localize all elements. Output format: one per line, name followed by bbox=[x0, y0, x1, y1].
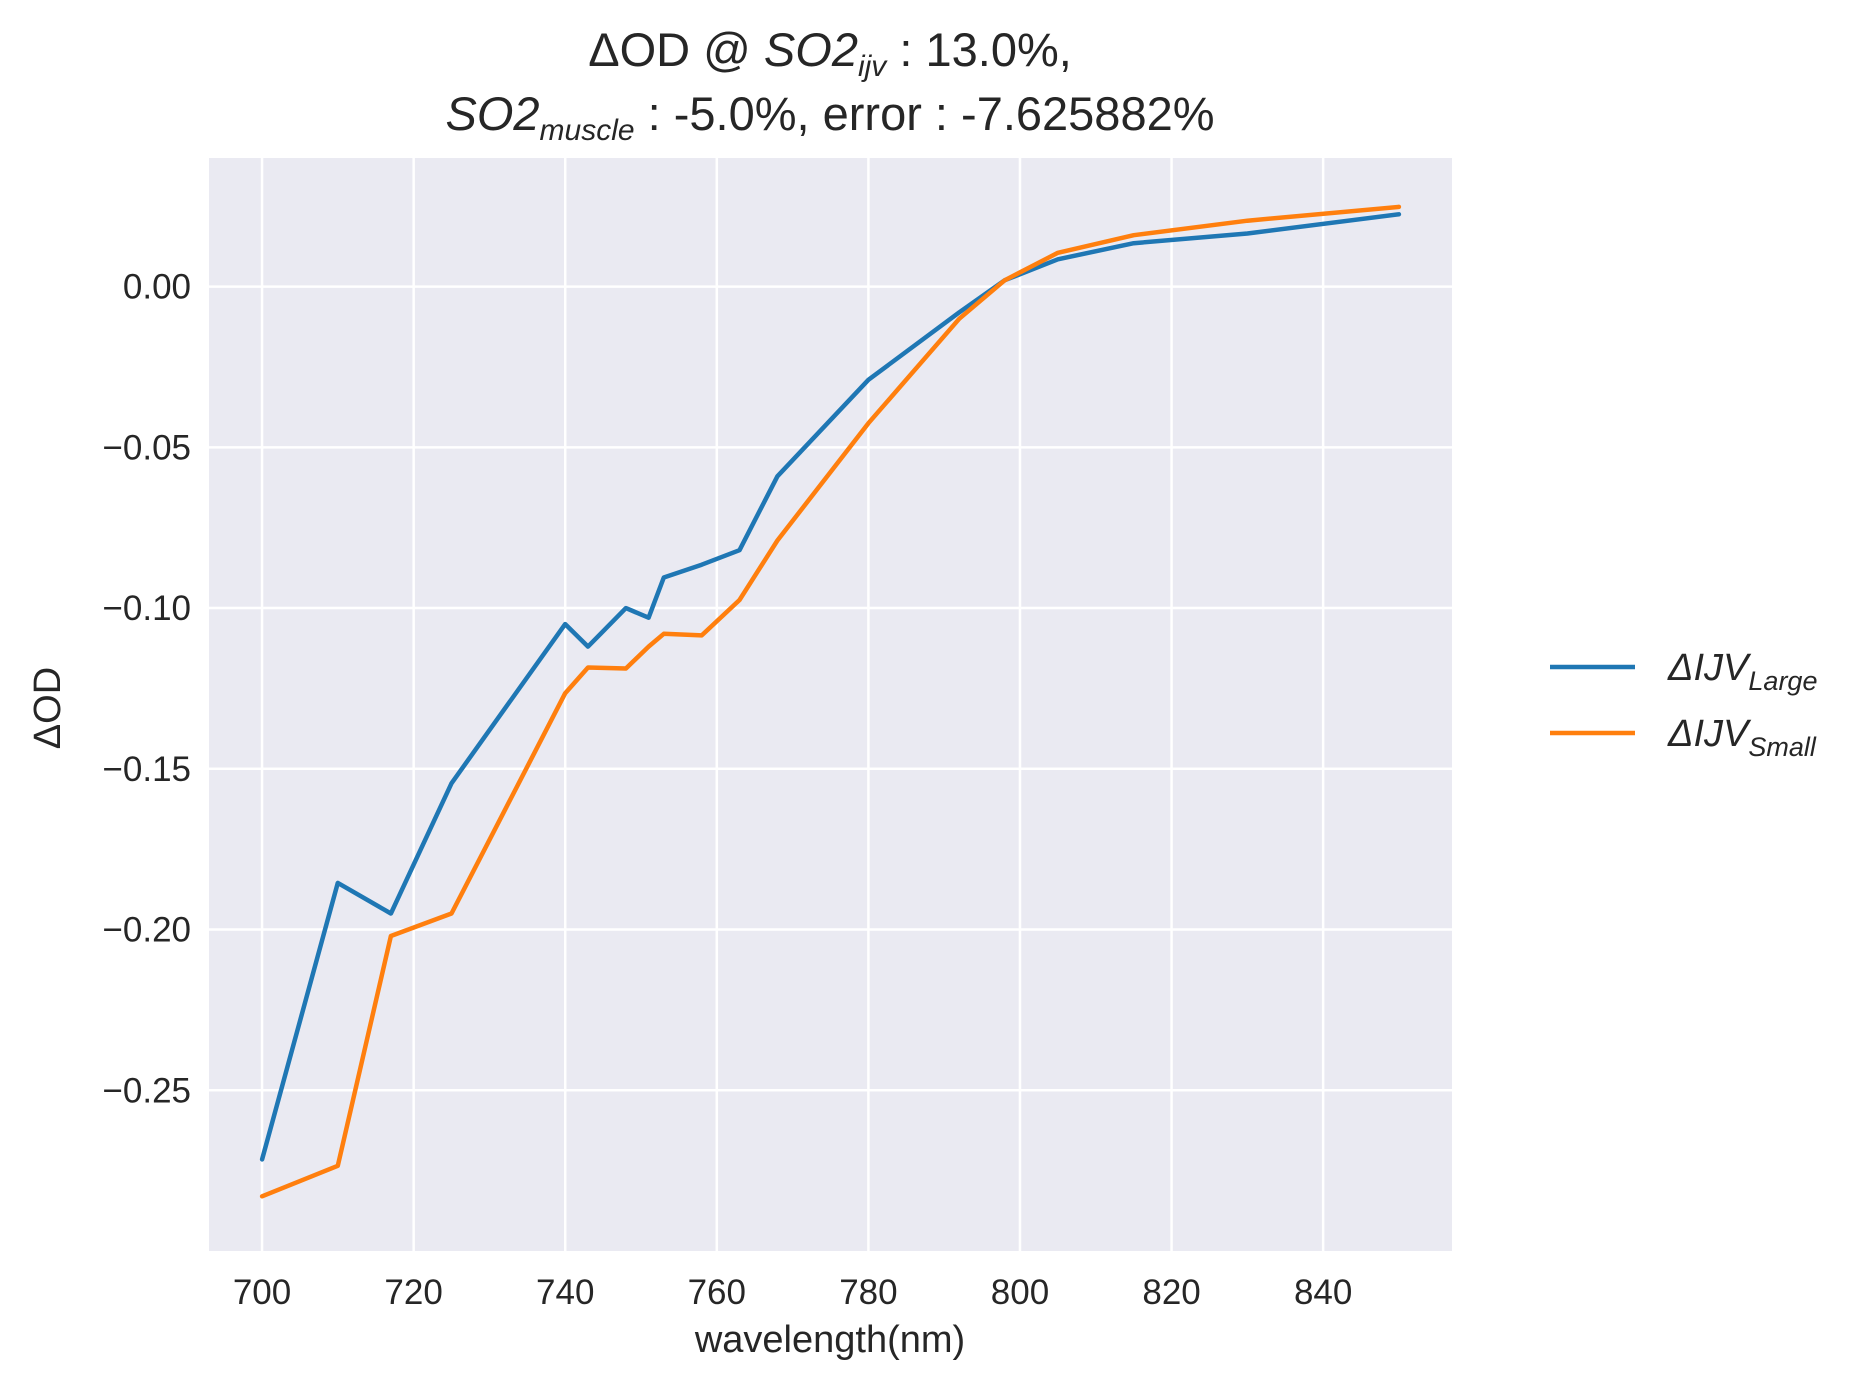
y-tick-label: −0.15 bbox=[102, 750, 191, 789]
series-layer bbox=[259, 204, 1402, 1199]
x-tick-label: 780 bbox=[839, 1273, 897, 1312]
legend-label-large: ΔIJVLarge bbox=[1667, 647, 1817, 696]
x-tick-label: 800 bbox=[991, 1273, 1049, 1312]
legend-label-small: ΔIJVSmall bbox=[1667, 713, 1817, 762]
series-line-small bbox=[259, 204, 1402, 1199]
y-tick-labels: 0.00 −0.05 −0.10 −0.15 −0.20 −0.25 bbox=[102, 268, 191, 1111]
y-gridlines bbox=[209, 285, 1452, 1092]
x-tick-label: 720 bbox=[384, 1273, 442, 1312]
chart-title-line1: ΔOD @ SO2ijv : 13.0%, bbox=[588, 23, 1072, 83]
y-tick-label: 0.00 bbox=[123, 268, 191, 307]
y-tick-label: −0.20 bbox=[102, 911, 191, 950]
x-tick-label: 820 bbox=[1142, 1273, 1200, 1312]
x-tick-label: 760 bbox=[688, 1273, 746, 1312]
y-axis-label: ΔOD bbox=[27, 667, 69, 749]
chart-title-line2: SO2muscle : -5.0%, error : -7.625882% bbox=[445, 87, 1214, 147]
legend: ΔIJVLarge ΔIJVSmall bbox=[1550, 647, 1817, 762]
x-tick-label: 840 bbox=[1294, 1273, 1352, 1312]
x-gridlines bbox=[260, 158, 1325, 1251]
plot-area bbox=[209, 158, 1452, 1251]
series-line-large bbox=[259, 212, 1402, 1162]
y-tick-label: −0.25 bbox=[102, 1071, 191, 1110]
y-tick-label: −0.10 bbox=[102, 589, 191, 628]
chart-title: ΔOD @ SO2ijv : 13.0%, SO2muscle : -5.0%,… bbox=[445, 23, 1214, 147]
x-tick-labels: 700 720 740 760 780 800 820 840 bbox=[233, 1273, 1353, 1312]
x-axis-label: wavelength(nm) bbox=[694, 1319, 965, 1361]
x-tick-label: 740 bbox=[536, 1273, 594, 1312]
x-tick-label: 700 bbox=[233, 1273, 291, 1312]
y-tick-label: −0.05 bbox=[102, 428, 191, 467]
